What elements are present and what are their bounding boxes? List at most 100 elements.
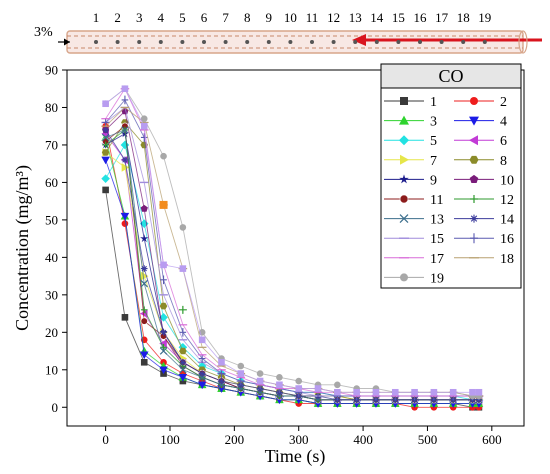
series-14-point xyxy=(179,358,187,366)
series-8-point xyxy=(179,347,187,355)
station-point-9 xyxy=(266,40,271,44)
legend-marker-3 xyxy=(399,115,409,125)
x-tick-label: 300 xyxy=(289,432,309,447)
series-9-point xyxy=(140,234,149,243)
series-extra-15-point xyxy=(334,388,341,396)
x-tick-label: 500 xyxy=(418,432,438,447)
station-point-16 xyxy=(418,40,422,44)
series-19-point xyxy=(140,115,148,123)
station-label-1: 1 xyxy=(93,10,100,25)
series-19-point xyxy=(295,377,303,385)
series-extra-15-point xyxy=(256,377,264,385)
series-extra-15 xyxy=(102,85,483,396)
station-point-1 xyxy=(94,40,98,44)
legend-label-12: 12 xyxy=(500,193,514,208)
station-label-4: 4 xyxy=(158,10,165,25)
series-extra-15-point xyxy=(160,261,167,269)
station-point-5 xyxy=(180,40,185,44)
tunnel-schematic: 3% 1 2 3 4 5 6 7 8 9 10 11 12 13 14 15 16 17 18 19 xyxy=(34,10,542,54)
series-10-point xyxy=(140,204,148,212)
station-label-14: 14 xyxy=(370,10,384,25)
series-16-point xyxy=(179,328,187,337)
series-extra-15-point xyxy=(475,388,483,396)
legend-marker-19 xyxy=(400,273,408,282)
series-extra-15-point xyxy=(391,388,399,396)
station-point-19 xyxy=(482,40,487,44)
series-12-point xyxy=(102,141,109,149)
station-point-7 xyxy=(223,40,228,44)
station-point-17 xyxy=(439,40,444,44)
y-tick-label: 50 xyxy=(45,212,58,227)
slope-label: 3% xyxy=(34,25,53,40)
series-19-point xyxy=(256,370,264,377)
series-8-point xyxy=(101,149,110,156)
series-extra-15-point xyxy=(469,388,476,396)
series-13-point xyxy=(140,279,148,288)
station-point-10 xyxy=(288,40,293,44)
series-extra-15-point xyxy=(372,388,380,396)
legend-label-8: 8 xyxy=(500,154,507,169)
series-extra-15-point xyxy=(140,122,148,130)
series-4-point xyxy=(197,381,207,390)
x-tick-label: 100 xyxy=(160,432,180,447)
y-axis-label: Concentration (mg/m³) xyxy=(12,165,33,331)
x-tick-label: 400 xyxy=(353,432,373,447)
station-point-12 xyxy=(331,40,336,44)
series-16-point xyxy=(237,376,245,386)
station-points xyxy=(94,40,487,44)
x-tick-label: 600 xyxy=(482,432,502,447)
series-13-point xyxy=(121,126,129,134)
legend-label-13: 13 xyxy=(430,213,444,228)
station-label-19: 19 xyxy=(478,10,491,25)
series-16-point xyxy=(198,354,206,363)
series-11-point xyxy=(140,317,148,325)
series-12-point xyxy=(140,306,148,314)
series-4-point xyxy=(159,366,168,375)
series-14-point xyxy=(218,377,225,385)
series-extra-15-point xyxy=(353,388,360,396)
legend-label-10: 10 xyxy=(500,173,514,188)
station-label-8: 8 xyxy=(244,10,251,25)
series-16-point xyxy=(160,275,167,285)
legend-label-1: 1 xyxy=(430,95,437,110)
series-1-point xyxy=(121,314,129,321)
series-extra-15-point xyxy=(276,381,283,389)
x-tick-label: 200 xyxy=(225,432,245,447)
series-extra-15-point xyxy=(449,388,457,396)
station-label-16: 16 xyxy=(414,10,428,25)
series-extra-15-point xyxy=(411,388,418,396)
tunnel-portal xyxy=(518,30,528,54)
station-label-15: 15 xyxy=(392,10,405,25)
legend-label-3: 3 xyxy=(430,115,437,130)
legend-label-17: 17 xyxy=(430,252,444,267)
station-label-11: 11 xyxy=(306,10,319,25)
y-tick-label: 10 xyxy=(45,362,58,377)
y-axis-ticks: 0 10 20 30 40 50 60 70 80 90 xyxy=(45,63,67,415)
legend-marker-12 xyxy=(470,195,478,203)
series-14-point xyxy=(121,156,129,164)
series-extra-15-point xyxy=(218,358,225,366)
station-label-5: 5 xyxy=(179,10,186,25)
station-label-2: 2 xyxy=(114,10,121,25)
station-point-13 xyxy=(353,40,358,44)
station-point-4 xyxy=(158,40,163,44)
station-label-12: 12 xyxy=(327,10,340,25)
legend-marker-9 xyxy=(399,174,409,184)
inlet-arrow-head xyxy=(64,38,70,46)
legend-label-6: 6 xyxy=(500,134,507,149)
x-axis-ticks: 0 100 200 300 400 500 600 xyxy=(102,426,502,447)
station-label-7: 7 xyxy=(222,10,229,25)
series-13-point xyxy=(179,366,187,374)
series-14-point xyxy=(140,265,148,272)
series-16-point xyxy=(102,118,109,127)
legend-marker-2 xyxy=(470,97,478,105)
series-extra-15-point xyxy=(430,388,438,396)
series-4-point xyxy=(178,373,188,382)
series-14-point xyxy=(198,370,206,377)
series-extra-15-point xyxy=(295,385,303,392)
series-1-point xyxy=(102,186,109,194)
legend-marker-6 xyxy=(469,135,478,146)
